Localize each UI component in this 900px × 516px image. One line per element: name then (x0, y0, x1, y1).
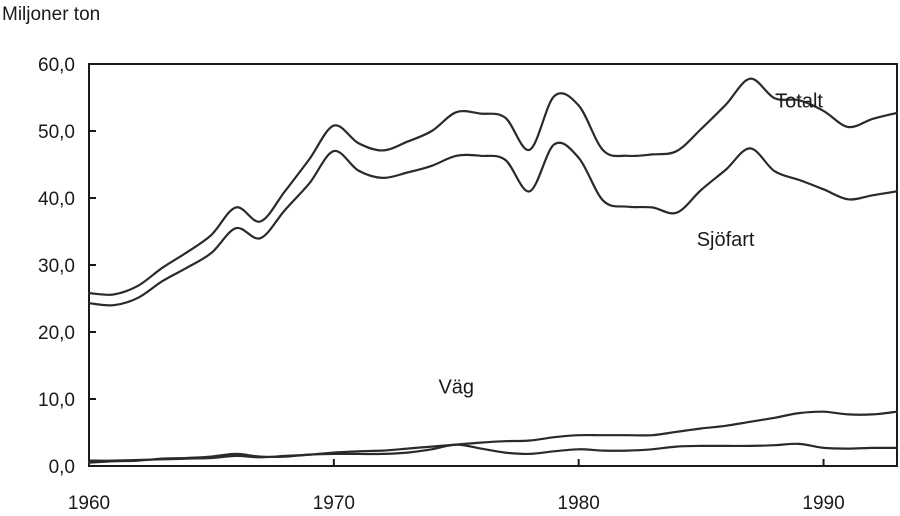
series-line-sjofart (87, 141, 899, 307)
y-tick-label: 0,0 (49, 457, 75, 478)
y-tick-label: 30,0 (38, 256, 75, 277)
y-tick-label: 60,0 (38, 55, 75, 76)
x-tick-label: 1980 (558, 493, 600, 514)
series-line-totalt (87, 77, 899, 296)
series-label-sjofart: Sjöfart (697, 229, 755, 251)
plot-area: 0,0 10,0 20,0 30,0 40,0 50,0 60,0 1960 1970 1980 1… (38, 55, 899, 514)
y-tick-label: 40,0 (38, 189, 75, 210)
y-tick-label: 20,0 (38, 323, 75, 344)
plot-frame (88, 63, 898, 467)
y-axis-unit-label: Miljoner ton (2, 4, 100, 25)
y-tick-label: 10,0 (38, 390, 75, 411)
series-label-vag: Väg (438, 377, 474, 399)
series-line-vag (87, 410, 899, 462)
x-tick-label: 1960 (68, 493, 110, 514)
series-label-totalt: Totalt (775, 91, 823, 113)
series-line-unlabeled-3 (87, 442, 899, 464)
y-tick-label: 50,0 (38, 122, 75, 143)
x-tick-label: 1990 (802, 493, 844, 514)
x-tick-label: 1970 (313, 493, 355, 514)
